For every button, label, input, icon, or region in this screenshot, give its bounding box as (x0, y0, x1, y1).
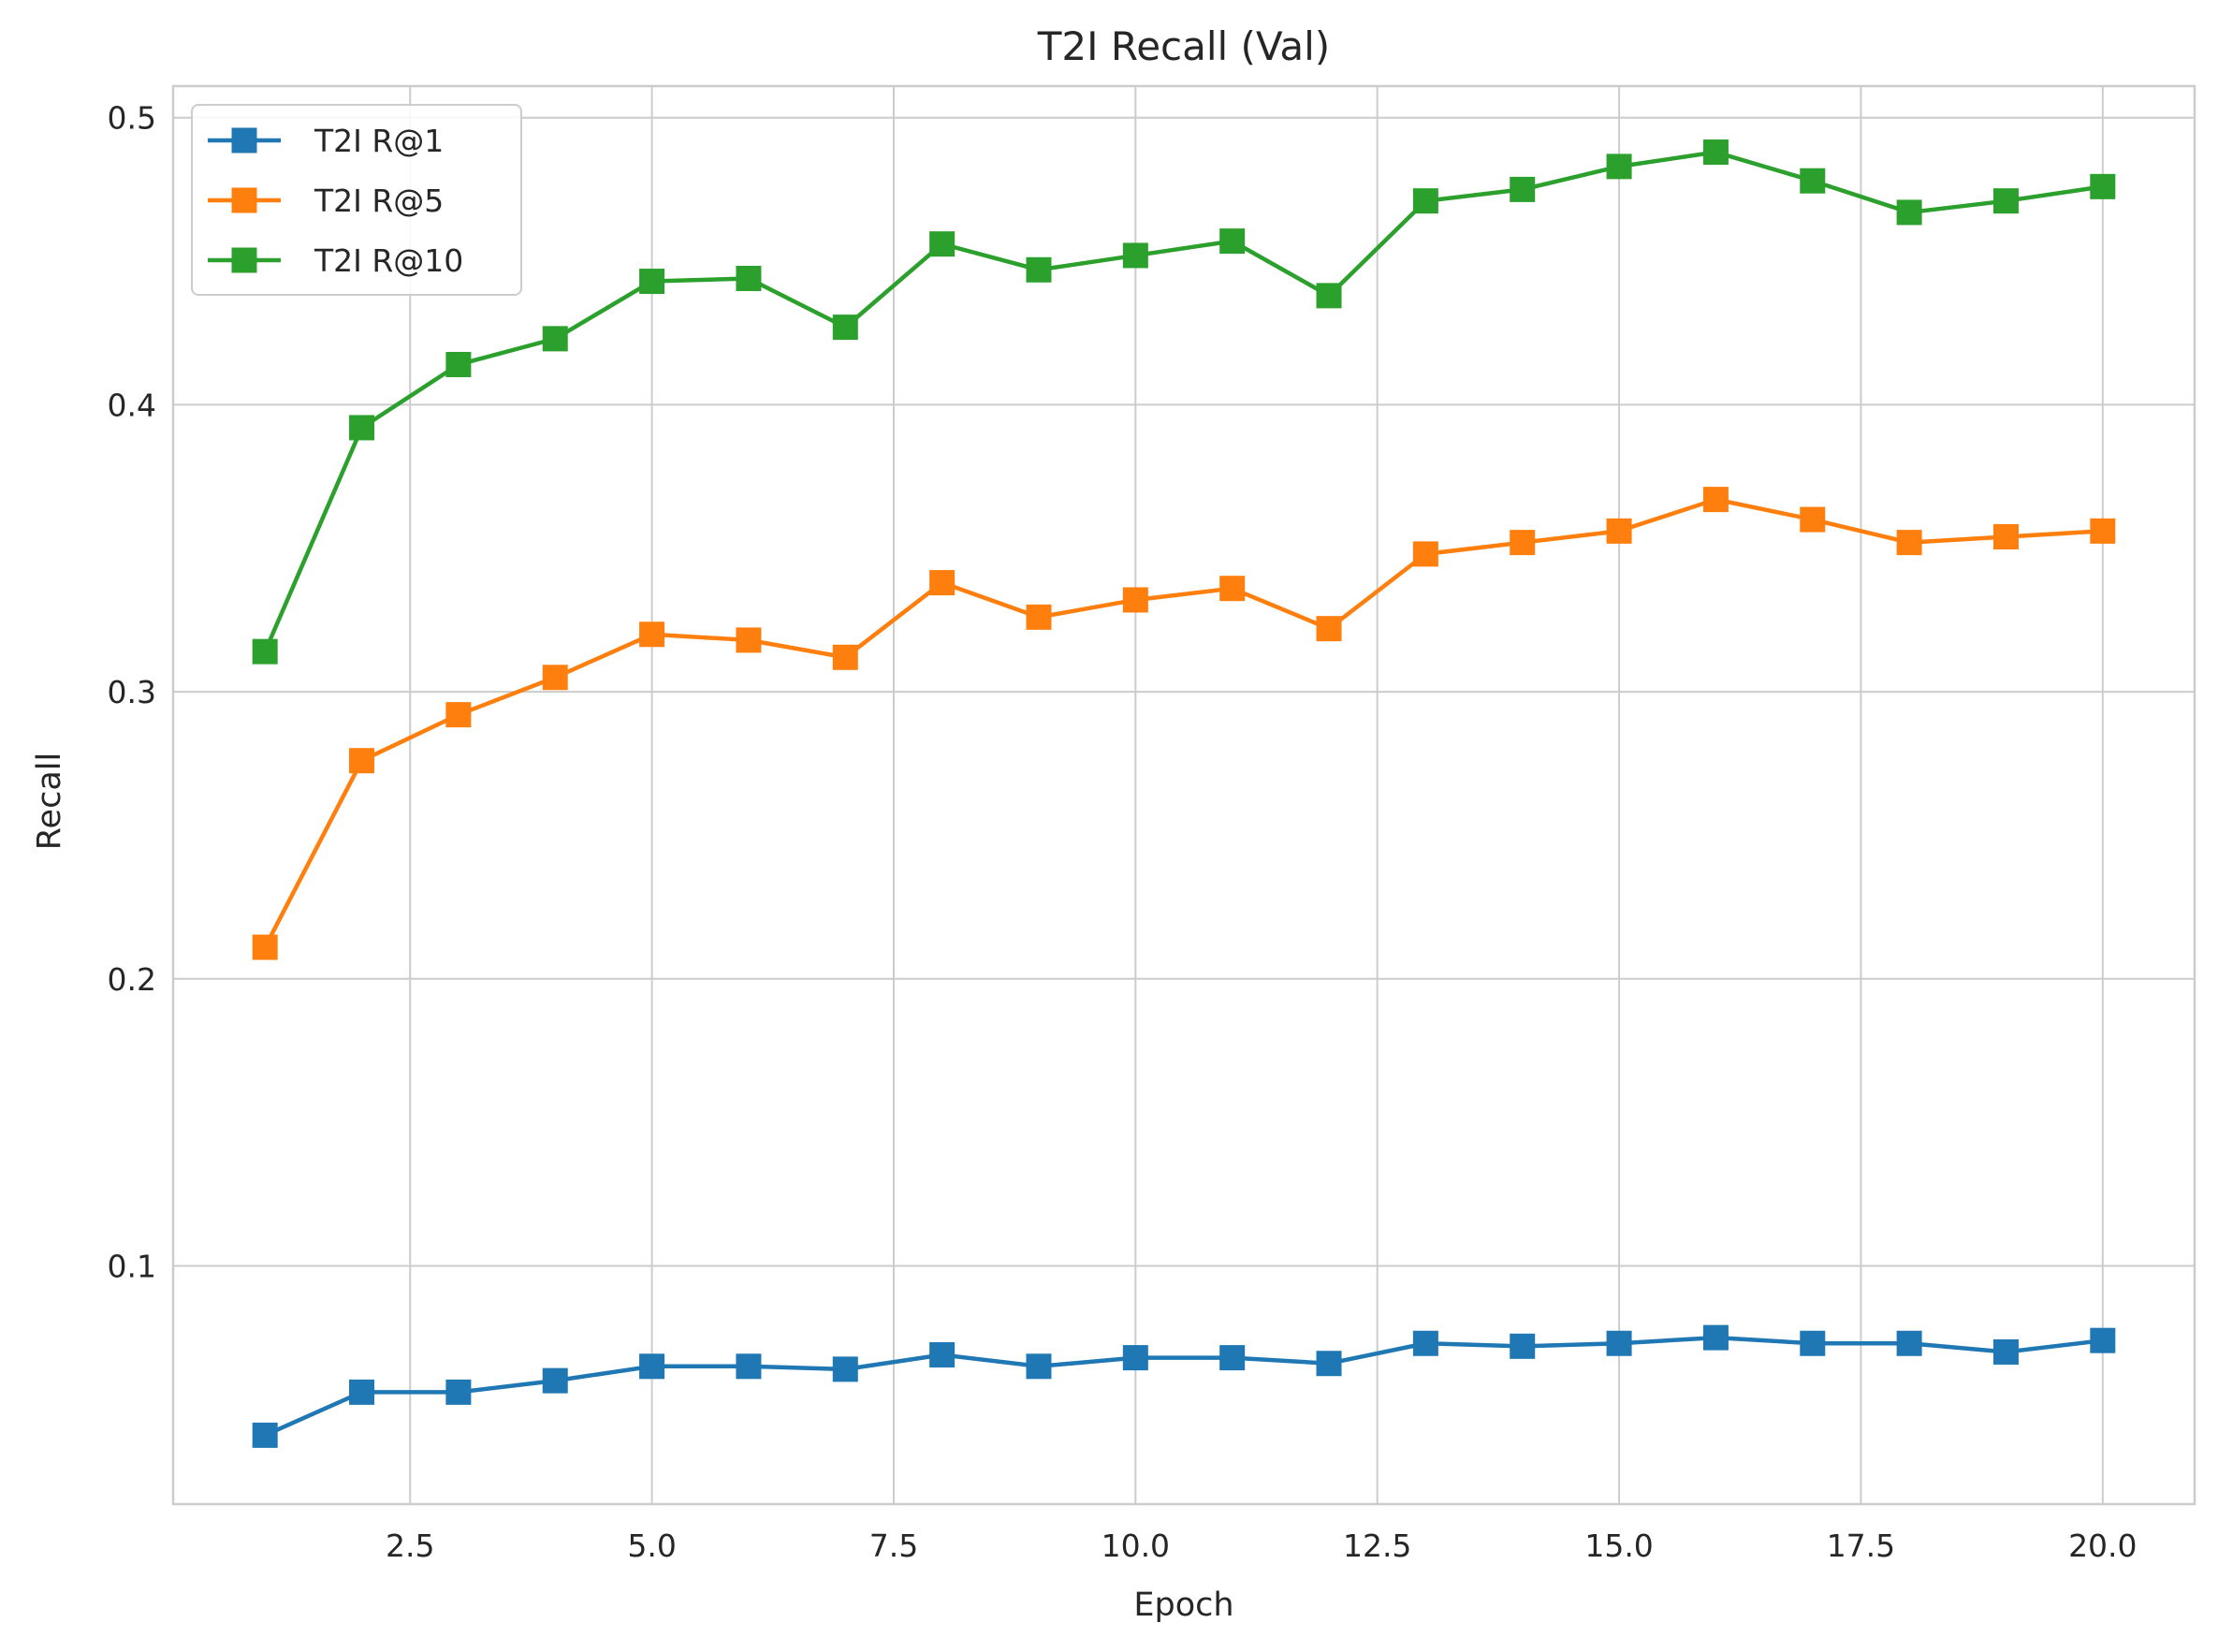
data-point-marker (1219, 1345, 1246, 1371)
data-point-marker (542, 326, 568, 352)
x-tick-label: 15.0 (1584, 1528, 1653, 1564)
legend-label: T2I R@10 (314, 242, 463, 279)
data-point-marker (832, 644, 858, 670)
series-1 (252, 1324, 2116, 1448)
data-point-marker (1896, 1330, 1922, 1356)
data-point-marker (1219, 576, 1246, 602)
legend-item: T2I R@1 (208, 123, 444, 159)
data-point-marker (1316, 283, 1342, 309)
data-point-marker (542, 665, 568, 691)
y-tick-label: 0.4 (108, 387, 156, 423)
x-tick-label: 2.5 (386, 1528, 434, 1564)
data-point-marker (1122, 242, 1148, 269)
data-point-marker (1510, 176, 1536, 202)
data-point-marker (1702, 1324, 1729, 1351)
data-point-marker (1510, 1333, 1536, 1359)
legend-label: T2I R@5 (314, 183, 444, 219)
data-point-marker (349, 1379, 375, 1405)
data-point-marker (1316, 1351, 1342, 1377)
data-point-marker (736, 1353, 762, 1380)
data-point-marker (1122, 1345, 1148, 1371)
data-point-marker (1896, 199, 1922, 226)
data-point-marker (929, 231, 956, 257)
data-point-marker (1992, 188, 2019, 214)
data-point-marker (1412, 541, 1438, 567)
y-tick-label: 0.3 (108, 674, 156, 710)
data-point-marker (1122, 587, 1148, 613)
data-point-marker (832, 314, 858, 341)
data-point-marker (929, 1342, 956, 1368)
data-point-marker (1992, 1338, 2019, 1365)
legend-item: T2I R@5 (208, 183, 444, 219)
data-point-marker (445, 351, 472, 377)
data-point-marker (639, 269, 665, 295)
x-tick-label: 10.0 (1102, 1528, 1170, 1564)
series-layer (252, 139, 2116, 1448)
legend-marker (231, 247, 257, 273)
data-point-marker (1026, 1353, 1052, 1380)
data-point-marker (1510, 530, 1536, 556)
series-2 (252, 487, 2116, 960)
data-point-marker (1800, 506, 1826, 533)
x-tick-label: 5.0 (627, 1528, 676, 1564)
data-point-marker (542, 1367, 568, 1394)
data-point-marker (1800, 168, 1826, 194)
y-tick-label: 0.2 (108, 961, 156, 998)
data-point-marker (1606, 1330, 1632, 1356)
legend-marker (231, 187, 257, 213)
x-tick-label: 7.5 (869, 1528, 918, 1564)
data-point-marker (349, 748, 375, 774)
data-point-marker (349, 415, 375, 441)
legend-item: T2I R@10 (208, 242, 463, 279)
legend-box (191, 104, 522, 296)
data-point-marker (929, 570, 956, 596)
data-point-marker (252, 934, 278, 960)
data-point-marker (1412, 1330, 1438, 1356)
data-point-marker (1316, 616, 1342, 642)
data-point-marker (2090, 1327, 2116, 1353)
legend: T2I R@1 T2I R@5 T2I R@10 (191, 104, 522, 296)
data-point-marker (1412, 188, 1438, 214)
chart-title: T2I Recall (Val) (1037, 23, 1330, 69)
data-point-marker (736, 265, 762, 291)
data-point-marker (1896, 530, 1922, 556)
data-point-marker (1026, 604, 1052, 630)
x-tick-label: 20.0 (2068, 1528, 2137, 1564)
data-point-marker (639, 1353, 665, 1380)
x-tick-labels: 2.5 5.0 7.5 10.0 12.5 15.0 17.5 20.0 (386, 1528, 2138, 1564)
series-line (263, 497, 2103, 949)
data-point-marker (1992, 523, 2019, 549)
x-tick-label: 17.5 (1827, 1528, 1895, 1564)
data-point-marker (1702, 139, 1729, 166)
data-point-marker (1219, 228, 1246, 255)
data-point-marker (1606, 154, 1632, 180)
data-point-marker (252, 1422, 278, 1448)
data-point-marker (1702, 487, 1729, 513)
data-point-marker (2090, 173, 2116, 199)
x-axis-label: Epoch (1133, 1586, 1233, 1624)
data-point-marker (445, 702, 472, 728)
series-line (263, 150, 2104, 653)
data-point-marker (832, 1356, 858, 1382)
y-tick-labels: 0.1 0.2 0.3 0.4 0.5 (108, 100, 156, 1285)
series-line (264, 1335, 2104, 1438)
series-3 (252, 139, 2116, 665)
data-point-marker (1800, 1330, 1826, 1356)
data-point-marker (252, 638, 278, 665)
plot-area-border (171, 84, 2196, 1506)
y-axis-label: Recall (31, 753, 68, 850)
data-point-marker (736, 627, 762, 653)
y-tick-label: 0.5 (108, 100, 156, 137)
x-tick-label: 12.5 (1343, 1528, 1411, 1564)
data-point-marker (2090, 518, 2116, 544)
data-point-marker (1026, 256, 1052, 283)
data-point-marker (639, 621, 665, 648)
grid-lines (173, 86, 2195, 1504)
legend-label: T2I R@1 (314, 123, 444, 159)
data-point-marker (445, 1379, 472, 1405)
data-point-marker (1606, 518, 1632, 544)
y-tick-label: 0.1 (108, 1248, 156, 1284)
legend-marker (231, 127, 257, 154)
